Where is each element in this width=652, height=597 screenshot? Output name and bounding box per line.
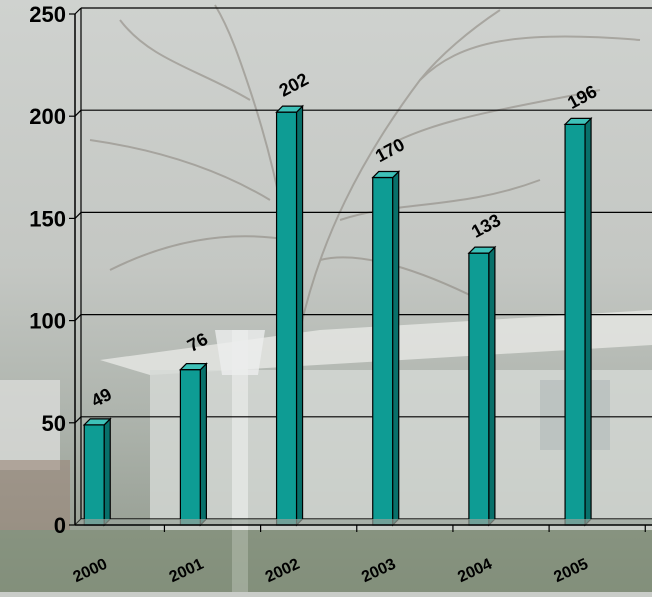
bar-front — [275, 111, 298, 526]
bar-front — [372, 176, 394, 526]
gridline-diagonal — [74, 7, 82, 15]
y-tick-label: 150 — [29, 206, 66, 231]
y-axis-tick-labels: 0 50 100 150 200 250 — [29, 2, 66, 538]
bar-front — [83, 424, 105, 526]
bar-front — [564, 123, 586, 526]
bar-top — [178, 363, 208, 371]
bar-top — [563, 117, 593, 125]
bar-2003 — [371, 170, 401, 527]
y-tick-label: 100 — [29, 309, 66, 334]
bar-side — [392, 170, 400, 527]
y-tick-label: 0 — [54, 513, 66, 538]
bar-front — [179, 369, 201, 526]
bar-2000 — [82, 417, 112, 527]
bar-series — [82, 104, 593, 527]
bar-top — [467, 246, 497, 254]
gridline-diagonal — [74, 109, 82, 117]
bar-2002 — [275, 104, 305, 527]
bar-side — [584, 116, 592, 527]
bar-side — [295, 104, 304, 527]
bar-top — [82, 418, 112, 426]
bar-side — [199, 362, 207, 527]
gridline-diagonal — [74, 314, 82, 322]
y-tick-label: 200 — [29, 104, 66, 129]
bar-top — [371, 170, 401, 179]
axes — [69, 8, 652, 532]
bar-2004 — [467, 245, 497, 527]
bar-2001 — [178, 362, 208, 527]
bar-front — [468, 252, 490, 526]
gridline-diagonal — [74, 211, 82, 219]
gridline-diagonal — [74, 416, 82, 424]
bar-top — [275, 105, 305, 113]
y-tick-label: 250 — [29, 2, 66, 27]
bar-side — [103, 417, 111, 527]
y-tick-label: 50 — [42, 411, 66, 436]
chart-floor — [75, 519, 652, 525]
bar-2005 — [563, 116, 593, 527]
bar-side — [488, 245, 496, 527]
